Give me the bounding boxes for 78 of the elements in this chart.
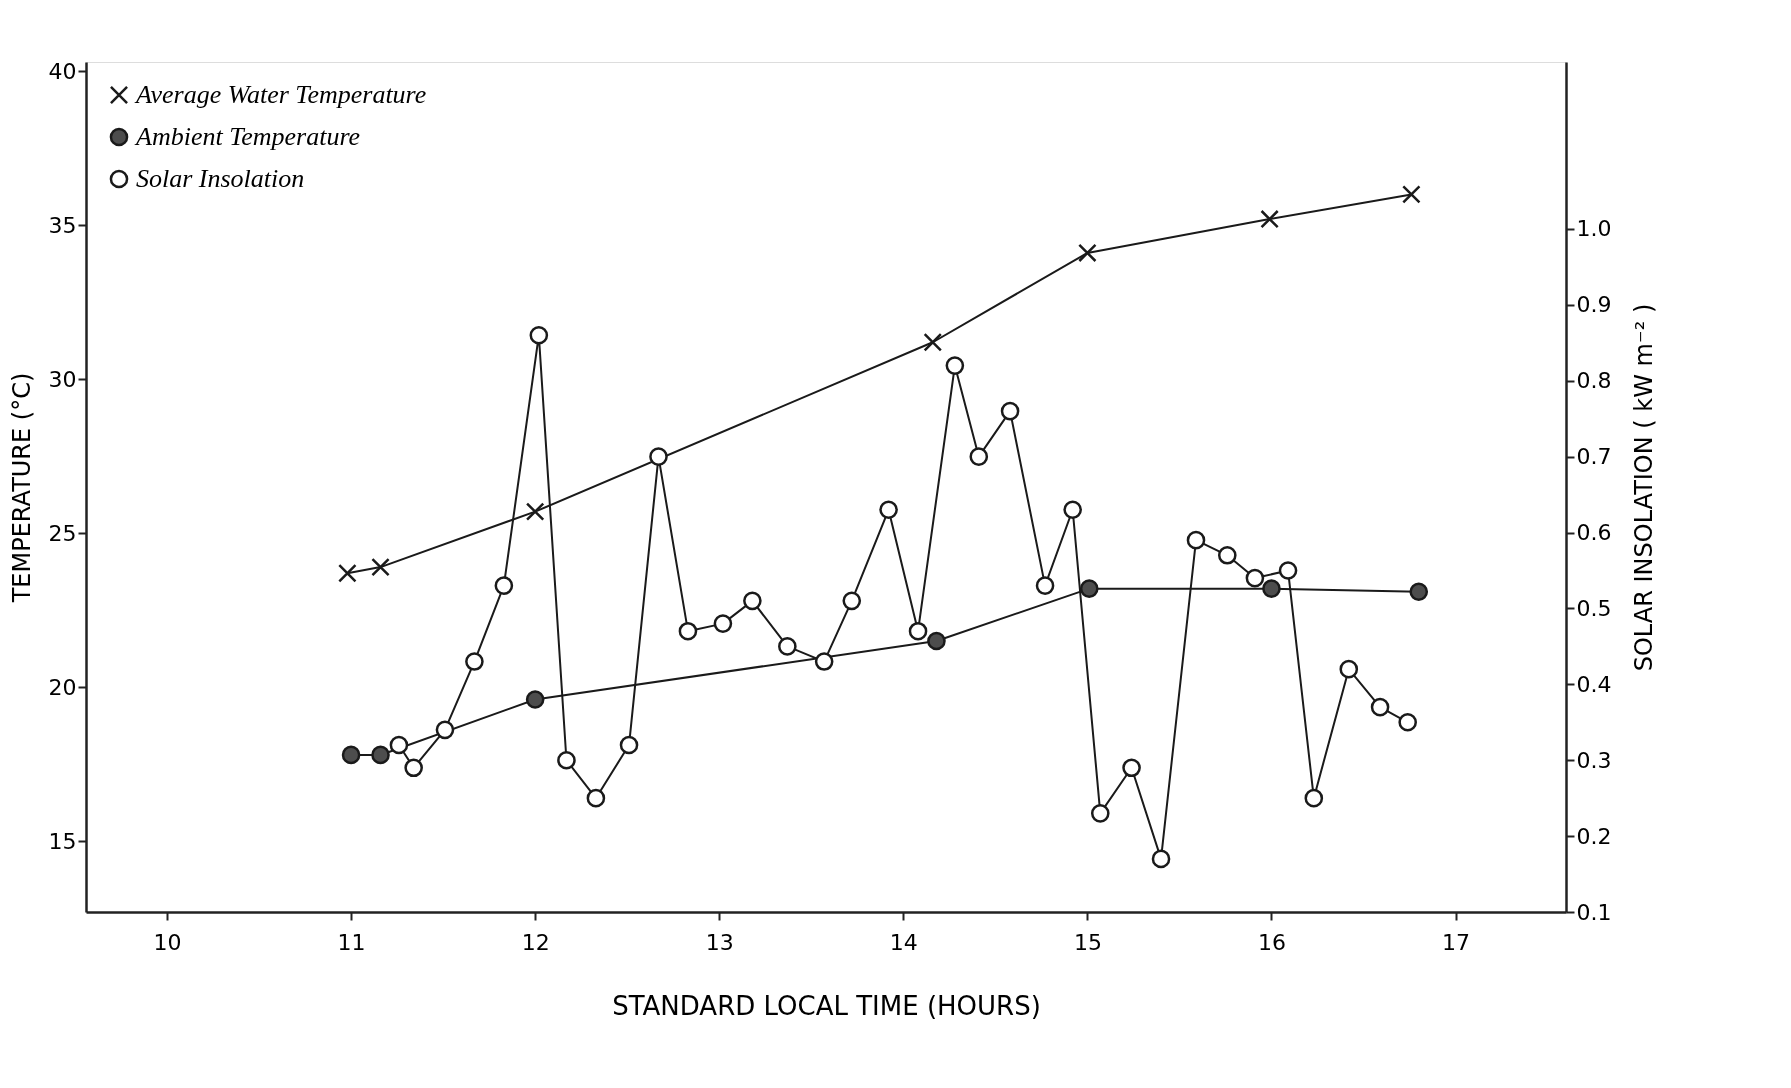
point [529,325,549,345]
y2-tick-label: 0.4 [1576,671,1612,697]
x-axis-title: STANDARD LOCAL TIME (HOURS) [612,990,1041,1021]
x-tick-label: 14 [889,929,918,955]
y2-tick-label: 0.1 [1576,899,1612,925]
y-tick-label: 40 [48,58,77,84]
point [371,745,390,765]
y2-axis-title: SOLAR INSOLATION ( kW m⁻² ) [1629,303,1658,672]
point [1370,697,1390,717]
point [1079,579,1099,598]
point [743,591,762,611]
y2-tick-label: 0.8 [1576,368,1612,394]
point [927,631,946,651]
point [678,621,698,641]
y2-tick-label: 0.2 [1576,823,1612,849]
point [923,332,943,352]
point [1186,530,1206,550]
point [879,500,898,520]
point [525,690,545,709]
y-tick-label: 25 [48,520,77,546]
y2-tick-label: 0.3 [1576,747,1612,773]
y2-tick-label: 0.9 [1576,292,1612,318]
point [1398,712,1417,732]
point [1402,185,1421,204]
point [1339,659,1359,679]
y-tick-label: 20 [48,674,77,700]
y2-tick-label: 0.5 [1576,595,1612,621]
point [404,758,423,778]
legend-label: Ambient Temperature [134,122,361,151]
point [1409,582,1429,602]
point [1217,546,1237,565]
legend-label: Solar Insolation [136,164,305,193]
x-tick-label: 13 [705,929,734,955]
point [389,735,409,755]
x-tick-label: 17 [1442,929,1471,955]
x-tick-label: 16 [1257,929,1286,955]
point [1151,849,1171,869]
point [969,447,989,466]
x-tick-label: 12 [521,929,550,955]
point [371,557,390,577]
y-tick-label: 15 [48,828,77,854]
point [557,750,576,770]
point [1122,758,1141,778]
point [586,788,606,808]
point [814,652,834,671]
y2-tick-label: 0.7 [1576,444,1612,470]
y-tick-label: 35 [48,212,77,238]
y-axis-title: TEMPERATURE (°C) [7,372,36,604]
point [1078,243,1097,263]
point [1304,788,1324,808]
point [1035,576,1055,595]
point [649,447,668,466]
point [908,621,928,641]
y-tick-label: 30 [48,366,77,392]
x-tick-label: 11 [337,929,366,955]
point [341,745,361,765]
x-tick-label: 10 [153,929,182,955]
point [842,591,862,611]
point [1000,401,1020,421]
point [619,735,639,755]
point [1262,579,1281,598]
x-tick-label: 15 [1073,929,1102,955]
point [525,502,545,521]
point [465,652,484,671]
point [1063,500,1082,520]
point [435,720,455,740]
point [494,576,514,595]
y2-tick-label: 0.6 [1576,520,1612,546]
legend-label: Average Water Temperature [134,80,427,109]
point [1090,804,1110,823]
point [1278,561,1298,580]
y2-tick-label: 1.0 [1576,216,1612,242]
point [338,563,357,583]
point [945,356,965,375]
point [713,614,733,633]
point [1260,209,1279,229]
point [1245,568,1265,588]
point [778,637,797,656]
